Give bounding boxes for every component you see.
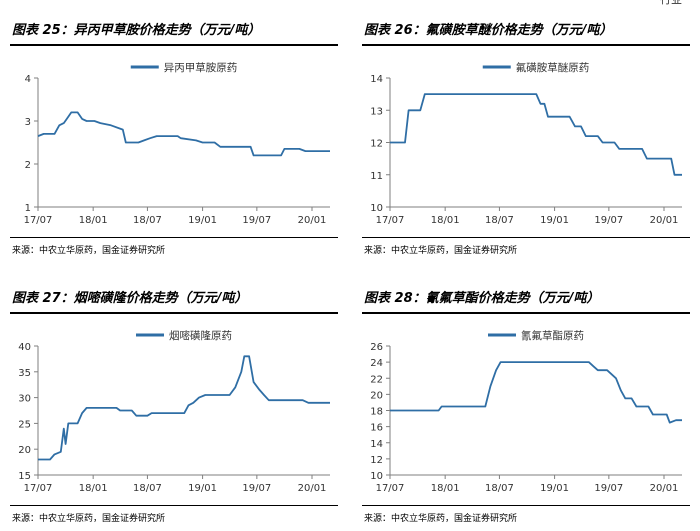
y-tick-label: 14: [370, 74, 383, 85]
y-tick-label: 20: [18, 445, 31, 456]
x-tick-label: 18/01: [79, 483, 108, 494]
chart-title: 图表 28：氰氟草酯价格走势（万元/吨）: [364, 291, 600, 306]
x-tick-label: 17/07: [376, 483, 405, 494]
x-tick-label: 18/01: [431, 215, 460, 226]
y-tick-label: 18: [370, 407, 383, 418]
x-tick-label: 20/01: [650, 483, 679, 494]
y-tick-label: 22: [370, 374, 383, 385]
y-tick-label: 1: [25, 203, 31, 214]
chart-source: 来源：中农立华原药，国金证券研究所: [12, 514, 166, 524]
series-line: [38, 355, 330, 461]
legend-label: 异丙甲草胺原药: [164, 61, 238, 74]
y-tick-label: 12: [370, 455, 383, 466]
x-tick-label: 18/07: [133, 215, 162, 226]
y-tick-label: 2: [25, 160, 31, 171]
line-chart: 10 12 14 16 18 20 22 24 26 17/07 18/01 18/07 19/01 19…: [370, 329, 682, 494]
y-tick-label: 13: [370, 106, 383, 117]
source-divider: [362, 237, 690, 238]
x-tick-label: 18/07: [485, 483, 514, 494]
chart-title: 图表 27：烟嘧磺隆价格走势（万元/吨）: [12, 291, 248, 306]
legend-label: 烟嘧磺隆原药: [169, 329, 232, 342]
legend-label: 氟磺胺草醚原药: [516, 61, 590, 74]
x-tick-label: 18/01: [431, 483, 460, 494]
title-divider: [362, 44, 690, 46]
x-tick-label: 20/01: [298, 483, 327, 494]
x-tick-label: 19/01: [188, 215, 217, 226]
series-line: [390, 361, 682, 424]
chart-title: 图表 26：氟磺胺草醚价格走势（万元/吨）: [364, 23, 613, 38]
y-tick-label: 16: [370, 423, 383, 434]
x-tick-label: 19/01: [540, 483, 569, 494]
series-line: [37, 111, 330, 157]
x-tick-label: 20/01: [650, 215, 679, 226]
y-tick-label: 20: [370, 390, 383, 401]
x-tick-label: 19/07: [594, 215, 623, 226]
y-tick-label: 40: [18, 342, 31, 353]
series-line: [390, 93, 682, 176]
chart-source: 来源：中农立华原药，国金证券研究所: [364, 514, 518, 524]
x-tick-label: 18/07: [133, 483, 162, 494]
title-divider: [362, 312, 690, 314]
line-chart: 1 2 3 4 17/07 18/01 18/07 19/01 19/07 20/01 异丙甲草胺原…: [24, 61, 330, 226]
x-tick-label: 19/01: [540, 215, 569, 226]
x-tick-label: 19/07: [242, 215, 271, 226]
source-divider: [362, 505, 690, 506]
line-chart: 10 11 12 13 14 17/07 18/01 18/07 19/01 19/07 20/01…: [370, 61, 682, 226]
x-tick-label: 19/01: [188, 483, 217, 494]
y-tick-label: 12: [370, 139, 383, 150]
y-tick-label: 35: [18, 368, 31, 379]
y-tick-label: 30: [18, 394, 31, 405]
y-tick-label: 25: [18, 419, 31, 430]
x-tick-label: 18/01: [79, 215, 108, 226]
x-tick-label: 17/07: [24, 483, 53, 494]
y-tick-label: 4: [25, 74, 31, 85]
y-tick-label: 24: [370, 358, 383, 369]
chart-source: 来源：中农立华原药，国金证券研究所: [12, 246, 166, 256]
chart-source: 来源：中农立华原药，国金证券研究所: [364, 246, 518, 256]
source-divider: [10, 237, 338, 238]
top-right-fragment: 行业: [660, 0, 682, 7]
title-divider: [10, 312, 338, 314]
line-chart: 15 20 25 30 35 40 17/07 18/01 18/07 19/01 19/07 20/…: [18, 329, 330, 494]
y-tick-label: 10: [370, 471, 383, 482]
chart-panel-27: 图表 27：烟嘧磺隆价格走势（万元/吨） 15 20 25 30 35 40 17/07 18…: [0, 268, 340, 531]
y-tick-label: 26: [370, 342, 383, 353]
y-tick-label: 11: [370, 171, 383, 182]
x-tick-label: 17/07: [376, 215, 405, 226]
chart-panel-25: 图表 25：异丙甲草胺价格走势（万元/吨） 1 2 3 4 17/07 18/01 18/0…: [0, 0, 340, 263]
source-divider: [10, 505, 338, 506]
chart-title: 图表 25：异丙甲草胺价格走势（万元/吨）: [12, 23, 261, 38]
y-tick-label: 14: [370, 439, 383, 450]
chart-panel-28: 图表 28：氰氟草酯价格走势（万元/吨） 10 12 14 16 18 20 22 24 26 1…: [352, 268, 692, 531]
x-tick-label: 18/07: [485, 215, 514, 226]
y-tick-label: 3: [25, 117, 31, 128]
x-tick-label: 20/01: [298, 215, 327, 226]
y-tick-label: 10: [370, 203, 383, 214]
x-tick-label: 19/07: [242, 483, 271, 494]
x-tick-label: 19/07: [594, 483, 623, 494]
x-tick-label: 17/07: [24, 215, 53, 226]
legend-label: 氰氟草酯原药: [521, 329, 584, 342]
title-divider: [10, 44, 338, 46]
chart-panel-26: 图表 26：氟磺胺草醚价格走势（万元/吨） 10 11 12 13 14 17/07 18/…: [352, 0, 692, 263]
y-tick-label: 15: [18, 471, 31, 482]
